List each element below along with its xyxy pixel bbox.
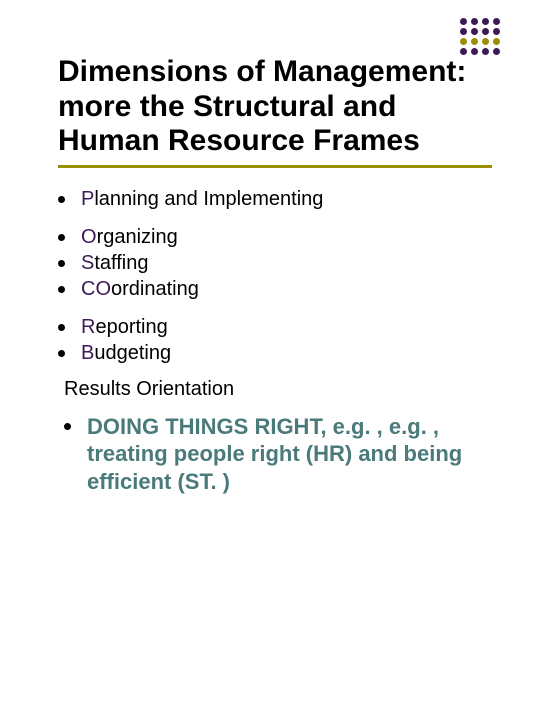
final-text: DOING THINGS RIGHT, e.g. , e.g. , treati… (87, 413, 492, 496)
bullet-text: Budgeting (81, 340, 171, 366)
bullet-dot-icon (58, 260, 65, 267)
bullet-dot-icon (58, 286, 65, 293)
bullet-item: Reporting (58, 314, 492, 340)
results-label: Results Orientation (64, 378, 492, 401)
bullet-item: Planning and Implementing (58, 186, 492, 212)
bullet-item: Staffing (58, 250, 492, 276)
bullet-text: Staffing (81, 250, 148, 276)
bullet-text: COordinating (81, 276, 199, 302)
bullet-groups: Planning and Implementing OrganizingStaff… (58, 186, 492, 366)
bullet-item: Budgeting (58, 340, 492, 366)
bullet-dot-icon (58, 196, 65, 203)
bullet-item: Organizing (58, 224, 492, 250)
bullet-dot-icon (64, 423, 71, 430)
final-bullet: DOING THINGS RIGHT, e.g. , e.g. , treati… (64, 413, 492, 496)
slide-title: Dimensions of Management: more the Struc… (58, 55, 492, 159)
bullet-text: Planning and Implementing (81, 186, 323, 212)
title-underline (58, 165, 492, 168)
slide-content: Dimensions of Management: more the Struc… (0, 0, 540, 495)
bullet-text: Organizing (81, 224, 178, 250)
bullet-text: Reporting (81, 314, 168, 340)
bullet-item: COordinating (58, 276, 492, 302)
corner-decoration (460, 18, 500, 58)
bullet-dot-icon (58, 350, 65, 357)
bullet-dot-icon (58, 234, 65, 241)
bullet-dot-icon (58, 324, 65, 331)
